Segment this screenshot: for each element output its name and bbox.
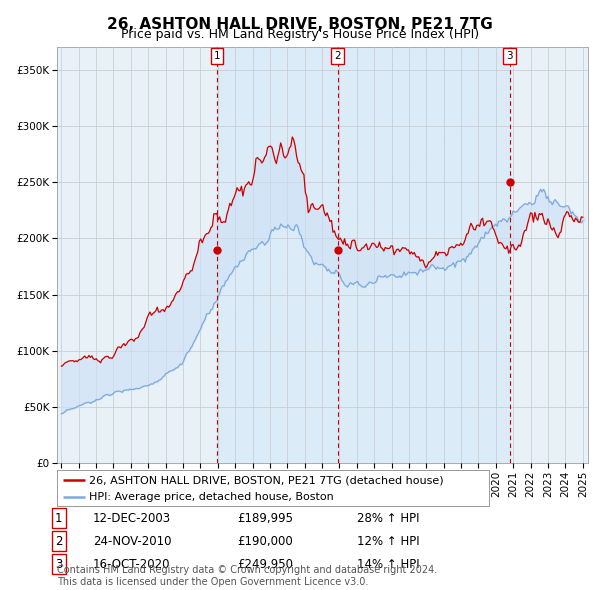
Text: 1: 1 [214,51,220,61]
Text: 3: 3 [55,558,62,571]
Text: 28% ↑ HPI: 28% ↑ HPI [357,512,419,525]
Text: HPI: Average price, detached house, Boston: HPI: Average price, detached house, Bost… [89,492,334,502]
Text: Price paid vs. HM Land Registry's House Price Index (HPI): Price paid vs. HM Land Registry's House … [121,28,479,41]
Text: 26, ASHTON HALL DRIVE, BOSTON, PE21 7TG: 26, ASHTON HALL DRIVE, BOSTON, PE21 7TG [107,17,493,31]
Text: Contains HM Land Registry data © Crown copyright and database right 2024.
This d: Contains HM Land Registry data © Crown c… [57,565,437,587]
Text: 12-DEC-2003: 12-DEC-2003 [93,512,171,525]
Text: 16-OCT-2020: 16-OCT-2020 [93,558,170,571]
Text: 14% ↑ HPI: 14% ↑ HPI [357,558,419,571]
Text: 24-NOV-2010: 24-NOV-2010 [93,535,172,548]
Text: 12% ↑ HPI: 12% ↑ HPI [357,535,419,548]
Text: 2: 2 [55,535,62,548]
Text: £189,995: £189,995 [237,512,293,525]
Text: £249,950: £249,950 [237,558,293,571]
Text: 3: 3 [506,51,513,61]
Bar [217,47,509,463]
Text: £190,000: £190,000 [237,535,293,548]
Text: 1: 1 [55,512,62,525]
Text: 2: 2 [334,51,341,61]
Text: 26, ASHTON HALL DRIVE, BOSTON, PE21 7TG (detached house): 26, ASHTON HALL DRIVE, BOSTON, PE21 7TG … [89,475,444,485]
